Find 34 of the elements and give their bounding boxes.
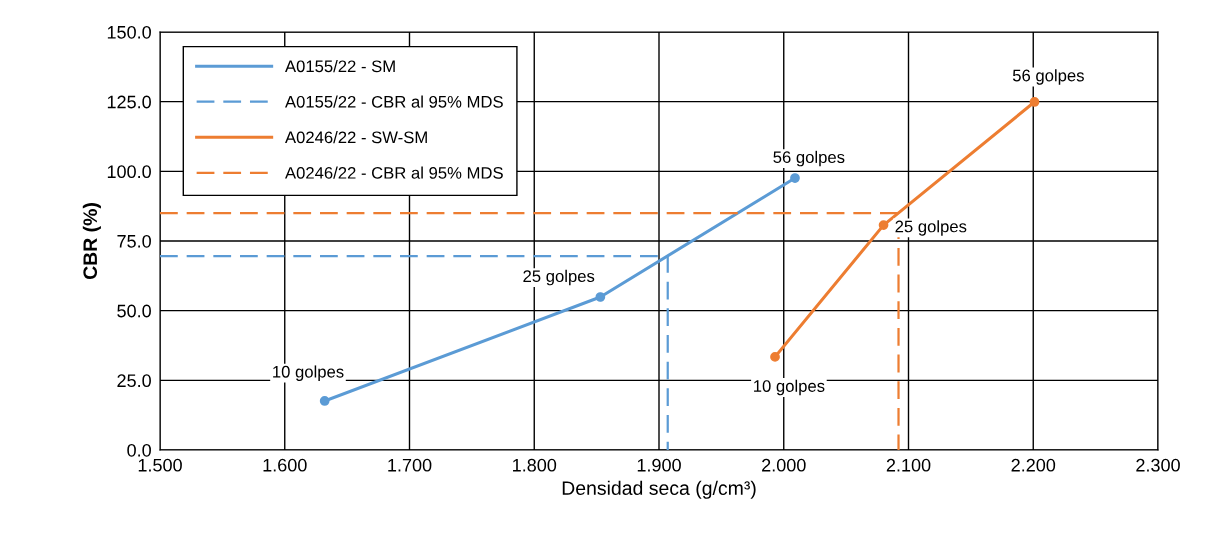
legend-label: A0155/22 - CBR al 95% MDS (285, 95, 503, 108)
y-tick-label: 25.0 (117, 374, 151, 388)
y-axis-title: CBR (%) (82, 203, 101, 280)
legend-label: A0246/22 - CBR al 95% MDS (285, 166, 503, 179)
y-tick-label: 150.0 (107, 25, 151, 39)
x-tick-label: 1.900 (637, 458, 681, 472)
x-tick-label: 2.100 (886, 458, 931, 472)
point (790, 173, 800, 183)
x-tick-label: 1.500 (138, 458, 182, 472)
y-tick-label: 0.0 (127, 443, 151, 457)
annotation: 25 golpes (895, 220, 967, 236)
y-tick-label: 75.0 (117, 234, 151, 248)
annotation: 10 golpes (754, 379, 825, 396)
point (878, 220, 889, 230)
annotation: 56 golpes (1012, 69, 1084, 85)
y-tick-label: 100.0 (107, 165, 151, 179)
point (595, 292, 606, 302)
y-tick-label: 50.0 (117, 304, 151, 318)
legend-label: A0246/22 - SW-SM (285, 131, 427, 144)
x-tick-label: 2.300 (1136, 458, 1180, 472)
annotation: 25 golpes (523, 269, 595, 286)
y-tick-label: 125.0 (107, 95, 151, 109)
x-axis-title: Densidad seca (g/cm³) (562, 480, 756, 499)
x-tick-label: 2.200 (1011, 458, 1056, 472)
point (1029, 97, 1040, 107)
legend-label: A0155/22 - SM (285, 59, 395, 73)
x-tick-label: 1.800 (513, 458, 557, 472)
x-tick-label: 1.600 (263, 458, 307, 472)
annotation: 56 golpes (773, 150, 845, 167)
x-tick-label: 1.700 (388, 458, 432, 472)
point (770, 352, 780, 362)
annotation: 10 golpes (273, 365, 344, 381)
point (319, 396, 330, 406)
x-tick-label: 2.000 (762, 458, 806, 472)
